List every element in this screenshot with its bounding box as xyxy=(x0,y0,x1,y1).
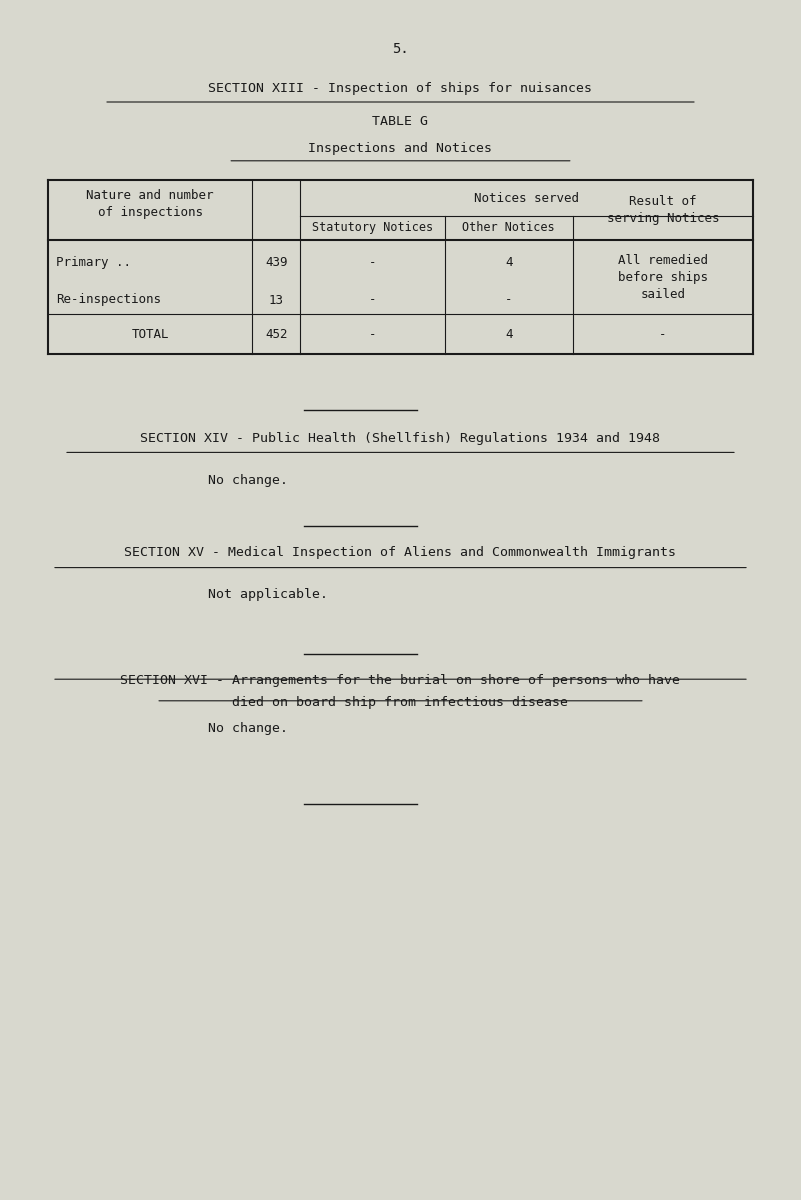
Text: 4: 4 xyxy=(505,328,513,341)
Text: Primary ..: Primary .. xyxy=(56,257,131,269)
Text: TABLE G: TABLE G xyxy=(372,115,429,128)
Text: No change.: No change. xyxy=(208,722,288,736)
Text: SECTION XIV - Public Health (Shellfish) Regulations 1934 and 1948: SECTION XIV - Public Health (Shellfish) … xyxy=(140,432,661,445)
Text: died on board ship from infectious disease: died on board ship from infectious disea… xyxy=(232,696,569,709)
Text: Notices served: Notices served xyxy=(474,192,579,204)
Text: -: - xyxy=(368,294,376,306)
Text: TOTAL: TOTAL xyxy=(131,328,169,341)
Text: -: - xyxy=(368,257,376,269)
Text: 439: 439 xyxy=(265,257,288,269)
Text: 13: 13 xyxy=(269,294,284,306)
Text: Statutory Notices: Statutory Notices xyxy=(312,222,433,234)
Text: Nature and number
of inspections: Nature and number of inspections xyxy=(87,188,214,218)
Text: Other Notices: Other Notices xyxy=(462,222,555,234)
Text: Result of
serving Notices: Result of serving Notices xyxy=(606,194,719,226)
Text: No change.: No change. xyxy=(208,474,288,487)
Text: SECTION XV - Medical Inspection of Aliens and Commonwealth Immigrants: SECTION XV - Medical Inspection of Alien… xyxy=(124,546,677,559)
Text: -: - xyxy=(505,294,513,306)
Text: 5.: 5. xyxy=(392,42,409,56)
Text: -: - xyxy=(368,328,376,341)
Text: All remedied
before ships
sailed: All remedied before ships sailed xyxy=(618,253,708,301)
Text: 4: 4 xyxy=(505,257,513,269)
Text: SECTION XVI - Arrangements for the burial on shore of persons who have: SECTION XVI - Arrangements for the buria… xyxy=(120,674,681,688)
Text: Re-inspections: Re-inspections xyxy=(56,294,161,306)
Text: Inspections and Notices: Inspections and Notices xyxy=(308,142,493,155)
Text: SECTION XIII - Inspection of ships for nuisances: SECTION XIII - Inspection of ships for n… xyxy=(208,82,593,95)
Text: -: - xyxy=(659,328,666,341)
Text: 452: 452 xyxy=(265,328,288,341)
Text: Not applicable.: Not applicable. xyxy=(208,588,328,601)
